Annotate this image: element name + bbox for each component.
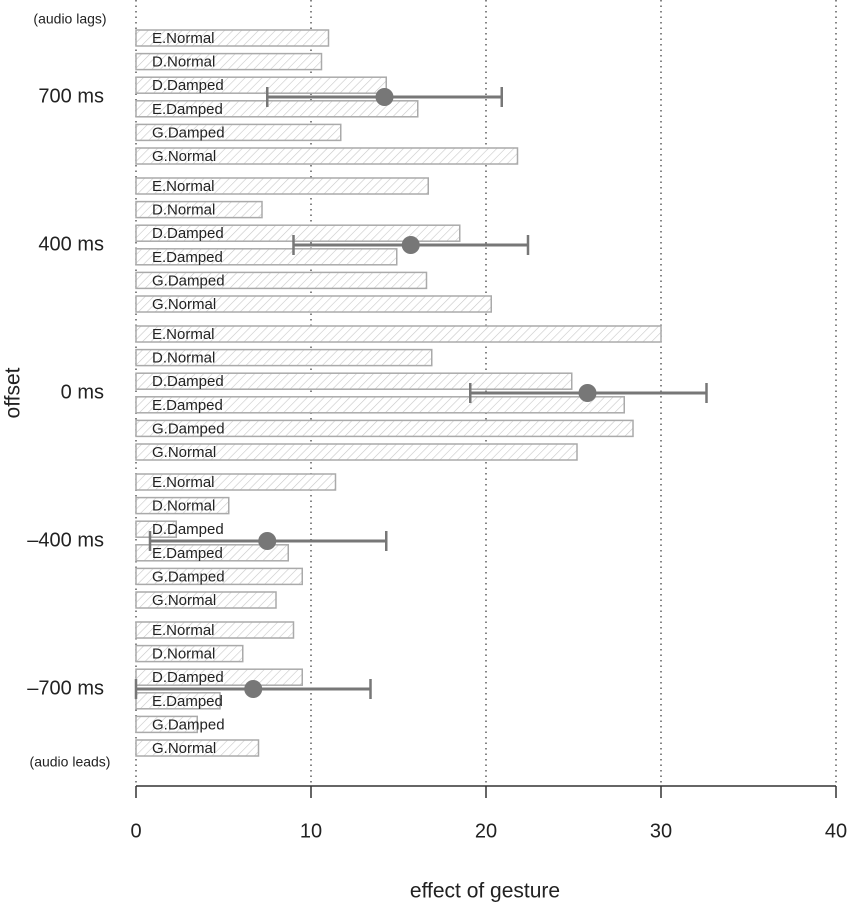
bar-label: D.Normal — [152, 498, 215, 515]
bar — [135, 419, 634, 438]
bar-label: G.Damped — [152, 716, 225, 733]
bar — [135, 177, 429, 195]
bar — [135, 271, 428, 290]
y-tick-label: 0 ms — [61, 381, 104, 403]
bar-label: E.Normal — [152, 326, 215, 343]
bar — [135, 295, 492, 313]
bar-label: E.Damped — [152, 101, 223, 118]
x-tick-label: 20 — [475, 820, 497, 842]
y-axis-label: offset — [2, 367, 25, 418]
bar-label: D.Normal — [152, 646, 215, 663]
bar — [135, 348, 433, 367]
bar — [135, 715, 198, 734]
y-tick-label: –400 ms — [27, 529, 104, 551]
annotation: (audio leads) — [30, 754, 111, 770]
bar-label: D.Normal — [152, 202, 215, 219]
x-axis-label: effect of gesture — [410, 880, 560, 903]
y-tick-label: 400 ms — [38, 233, 104, 255]
bar — [135, 52, 323, 71]
bar — [135, 147, 519, 165]
annotation: (audio lags) — [33, 11, 106, 27]
bar — [135, 123, 342, 142]
bar — [135, 200, 263, 219]
bar-label: G.Normal — [152, 444, 216, 461]
bar-label: D.Damped — [152, 521, 224, 538]
bar — [135, 668, 303, 686]
bar-label: G.Damped — [152, 124, 225, 141]
bar-label: G.Damped — [152, 272, 225, 289]
x-tick-label: 30 — [650, 820, 672, 842]
bar-label: D.Damped — [152, 669, 224, 686]
bar — [135, 520, 177, 538]
bar — [135, 692, 221, 710]
bar-label: G.Damped — [152, 420, 225, 437]
bar — [135, 473, 337, 491]
mean-point — [578, 384, 597, 402]
bar — [135, 443, 578, 461]
bar — [135, 496, 230, 515]
bar-label: E.Damped — [152, 545, 223, 562]
mean-point — [401, 236, 420, 254]
bar-label: G.Normal — [152, 148, 216, 165]
bar — [135, 396, 625, 414]
bar — [135, 248, 398, 266]
bar — [135, 224, 461, 242]
x-tick-label: 40 — [825, 820, 847, 842]
bar-label: D.Damped — [152, 373, 224, 390]
mean-point — [244, 680, 263, 698]
x-tick-label: 0 — [130, 820, 141, 842]
bar-label: E.Damped — [152, 397, 223, 414]
bar — [135, 621, 295, 639]
bar — [135, 29, 330, 47]
bar-label: G.Normal — [152, 296, 216, 313]
mean-point — [258, 532, 277, 550]
bar-label: D.Damped — [152, 77, 224, 94]
mean-point — [375, 88, 394, 106]
bar — [135, 372, 573, 390]
bar — [135, 325, 662, 343]
bar — [135, 544, 289, 562]
bar-label: D.Normal — [152, 54, 215, 71]
bar-label: G.Damped — [152, 568, 225, 585]
bar-label: D.Normal — [152, 350, 215, 367]
bar — [135, 644, 244, 663]
bar-label: E.Normal — [152, 474, 215, 491]
bar-label: E.Damped — [152, 249, 223, 266]
bar — [135, 100, 419, 118]
y-tick-label: –700 ms — [27, 677, 104, 699]
bar-label: G.Normal — [152, 592, 216, 609]
bar — [135, 591, 277, 609]
bar-label: G.Normal — [152, 740, 216, 757]
bar-label: E.Normal — [152, 622, 215, 639]
bar-label: D.Damped — [152, 225, 224, 242]
bar-label: E.Normal — [152, 30, 215, 47]
x-tick-label: 10 — [300, 820, 322, 842]
y-tick-label: 700 ms — [38, 85, 104, 107]
bar — [135, 76, 387, 94]
bar-label: E.Normal — [152, 178, 215, 195]
bar — [135, 739, 260, 757]
bar-label: E.Damped — [152, 693, 223, 710]
bar — [135, 567, 303, 586]
